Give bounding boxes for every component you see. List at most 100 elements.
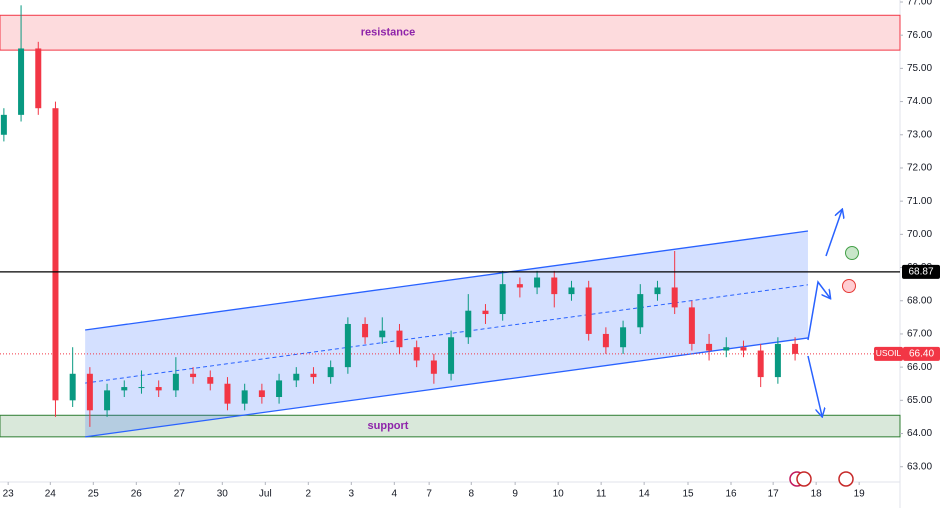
zone-label: resistance [361, 27, 415, 39]
candle-body [740, 347, 747, 351]
candle-body [0, 114, 7, 135]
x-tick-label: 3 [349, 489, 355, 500]
zone [0, 414, 901, 438]
candle-body [671, 287, 678, 308]
y-tick-label: 63.00 [907, 461, 932, 472]
y-tick-label: 73.00 [907, 129, 932, 140]
level-label: 68.87 [908, 267, 933, 278]
candles [0, 5, 799, 427]
arrow-down [807, 355, 822, 416]
symbol-box [874, 346, 903, 361]
last-price-label: 66.40 [909, 348, 934, 359]
candle-body [293, 373, 300, 381]
x-tick-label: 30 [217, 489, 229, 500]
candle-body [792, 343, 799, 354]
candle-body [379, 330, 386, 338]
symbol-label: USOIL [876, 348, 902, 358]
x-tick-label: 8 [469, 489, 475, 500]
candle-body [69, 373, 76, 401]
candle-body [344, 323, 351, 368]
candle-body [516, 284, 523, 288]
candle-body [104, 390, 111, 411]
x-tick-label: 25 [88, 489, 100, 500]
candle-body [276, 380, 283, 398]
x-tick-label: 26 [131, 489, 143, 500]
x-tick-label: 17 [768, 489, 780, 500]
candle-body [310, 373, 317, 378]
x-tick-label: 24 [45, 489, 57, 500]
candle-body [774, 343, 781, 378]
candle-body [585, 287, 592, 334]
x-tick-label: 9 [512, 489, 518, 500]
green-circle [845, 246, 859, 260]
candle-body [654, 287, 661, 295]
candle-body [448, 337, 455, 374]
candle-body [258, 390, 265, 398]
arrow-up [825, 210, 842, 257]
x-tick-label: Jul [259, 489, 272, 500]
candle-body [155, 387, 162, 391]
candle-body [551, 277, 558, 295]
candle-body [52, 108, 59, 401]
last-price-box [903, 346, 940, 361]
candle-body [327, 367, 334, 378]
candle-body [482, 310, 489, 315]
candle-body [121, 387, 128, 391]
candle-body [190, 373, 197, 378]
x-tick-label: 18 [811, 489, 823, 500]
x-tick-label: 10 [553, 489, 565, 500]
flag-icon[interactable] [796, 471, 812, 487]
x-tick-label: 23 [3, 489, 15, 500]
candle-body [723, 347, 730, 351]
candle-body [224, 383, 231, 404]
candle-body [499, 284, 506, 315]
candle-body [207, 377, 214, 384]
candle-body [637, 294, 644, 328]
drawings-over [789, 210, 859, 487]
y-tick-label: 70.00 [907, 229, 932, 240]
candle-body [172, 373, 179, 391]
zone [0, 14, 901, 51]
zone-label: support [368, 420, 409, 432]
y-tick-label: 67.00 [907, 329, 932, 340]
candle-body [18, 48, 25, 115]
y-tick-label: 75.00 [907, 63, 932, 74]
candle-body [757, 350, 764, 378]
candle-body [465, 310, 472, 338]
x-tick-label: 7 [426, 489, 432, 500]
candle-body [688, 307, 695, 344]
level-label-box [902, 264, 940, 279]
flag-icon[interactable] [838, 471, 854, 487]
candle-body [568, 287, 575, 295]
x-tick-label: 15 [682, 489, 694, 500]
candle-body [362, 323, 369, 338]
x-tick-label: 27 [174, 489, 186, 500]
candle-body [413, 347, 420, 361]
x-tick-label: 11 [596, 489, 607, 500]
y-tick-label: 72.00 [907, 163, 932, 174]
candle-body [430, 360, 437, 374]
y-tick-label: 76.00 [907, 30, 932, 41]
y-tick-label: 65.00 [907, 395, 932, 406]
x-tick-label: 16 [725, 489, 737, 500]
x-tick-label: 14 [639, 489, 651, 500]
candle-body [241, 390, 248, 404]
arrow-up-right [807, 280, 830, 341]
y-tick-label: 66.00 [907, 362, 932, 373]
channel-lower [85, 337, 809, 438]
channel-upper [85, 230, 809, 331]
x-tick-label: 19 [854, 489, 866, 500]
candle-body [706, 343, 713, 351]
y-tick-label: 77.00 [907, 0, 932, 8]
x-tick-label: 4 [392, 489, 398, 500]
candle-body [602, 333, 609, 348]
candle-body [138, 387, 145, 389]
candle-body [86, 373, 93, 411]
candle-body [396, 330, 403, 348]
candle-body [35, 48, 42, 109]
x-tick-label: 2 [306, 489, 312, 500]
drawings-under: resistance support [0, 14, 901, 438]
